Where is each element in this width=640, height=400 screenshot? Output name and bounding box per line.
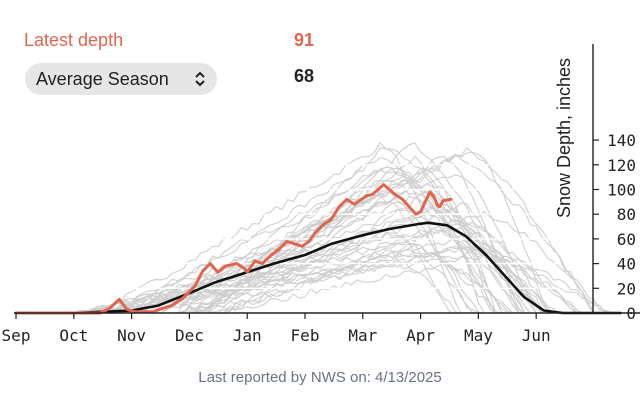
latest-depth-value: 91 — [294, 30, 315, 50]
y-tick-label: 120 — [607, 156, 636, 175]
grid-lines — [125, 139, 560, 289]
average-depth-value: 68 — [294, 66, 315, 86]
latest-depth-line — [14, 183, 453, 315]
axes: Sep Oct Nov Dec Jan Feb Mar Apr May Jun 0 20 40 60 80 1… — [2, 44, 640, 345]
x-tick-label: Feb — [291, 326, 320, 345]
y-axis-title: Snow Depth, inches — [554, 58, 574, 218]
x-tick-label: Jan — [233, 326, 262, 345]
series-layer — [14, 183, 622, 315]
y-tick-label: 100 — [607, 181, 636, 200]
y-tick-label: 80 — [617, 205, 636, 224]
up-down-chevron-icon — [195, 71, 205, 87]
average-season-line — [14, 221, 622, 315]
y-tick-label: 60 — [617, 230, 636, 249]
history-seasons — [16, 141, 618, 314]
x-tick-label: Nov — [117, 326, 146, 345]
y-tick-label: 140 — [607, 131, 636, 150]
y-tick-label: 20 — [617, 279, 636, 298]
y-tick-label: 40 — [617, 255, 636, 274]
x-tick-label: Jun — [522, 326, 551, 345]
last-reported-footer: Last reported by NWS on: 4/13/2025 — [198, 369, 442, 386]
x-tick-label: Oct — [59, 326, 88, 345]
season-selector[interactable]: Average Season — [25, 63, 217, 95]
season-selector-label: Average Season — [36, 68, 169, 89]
latest-depth-label: Latest depth — [24, 30, 124, 50]
y-tick-label: 0 — [626, 304, 636, 323]
x-tick-label: May — [464, 326, 493, 345]
x-tick-label: Sep — [2, 326, 31, 345]
x-tick-label: Apr — [406, 326, 435, 345]
x-tick-label: Dec — [175, 326, 204, 345]
x-tick-label: Mar — [348, 326, 377, 345]
